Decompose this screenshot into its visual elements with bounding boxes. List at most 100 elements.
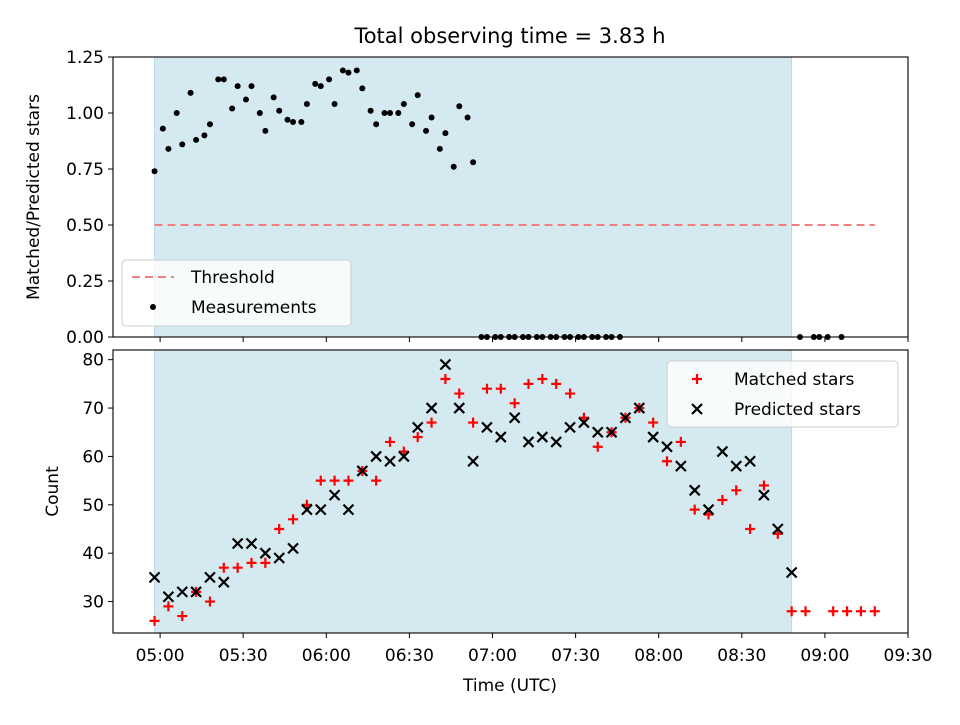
predicted-star-point (702, 503, 715, 516)
matched-star-point (329, 475, 340, 486)
bottom-x-tick-label: 09:30 (884, 646, 933, 666)
matched-star-point (274, 523, 285, 534)
predicted-star-point (481, 421, 493, 434)
matched-star-point (315, 475, 326, 486)
bottom-x-tick-label: 06:30 (385, 646, 434, 666)
matched-star-point (842, 606, 853, 617)
predicted-star-point (508, 411, 521, 424)
measurement-point (206, 121, 213, 128)
matched-star-point (426, 417, 437, 428)
bottom-x-tick-label: 05:00 (136, 646, 185, 666)
measurement-point (262, 127, 269, 134)
bottom-x-tick-label: 08:30 (717, 646, 766, 666)
predicted-star-point (647, 431, 659, 443)
predicted-star-point (467, 455, 479, 468)
top-legend: Threshold Measurements (121, 259, 352, 327)
matched-star-point (232, 562, 243, 573)
measurement-point (317, 83, 324, 90)
predicted-star-point (425, 402, 438, 414)
bottom-y-tick-label: 60 (82, 447, 104, 467)
predicted-star-point (162, 590, 175, 603)
predicted-star-point (231, 537, 244, 550)
predicted-star-point (688, 484, 701, 497)
matched-star-point (177, 611, 188, 622)
top-y-tick-label: 0.50 (66, 216, 104, 236)
predicted-star-point (314, 503, 327, 516)
measurement-point (220, 76, 227, 83)
bottom-x-tick-label: 07:30 (551, 646, 600, 666)
matched-star-point (800, 606, 811, 617)
bottom-panel: 30 40 50 60 70 80 05:00 05:30 06:00 06:30 07:00 07:… (43, 349, 933, 666)
measurement-point (428, 114, 435, 121)
matched-star-point (385, 436, 396, 447)
predicted-star-point (245, 537, 258, 550)
measurement-point (270, 94, 277, 101)
predicted-star-point (342, 503, 355, 516)
measurement-point (423, 127, 430, 134)
measurement-point (400, 101, 407, 108)
bottom-legend: Matched stars Predicted stars (666, 360, 899, 428)
measurement-point (179, 141, 186, 148)
matched-star-point (662, 456, 673, 467)
measurement-point (326, 76, 333, 83)
matched-star-point (371, 475, 382, 486)
measurement-point (339, 67, 346, 74)
top-y-tick-label: 0.75 (66, 160, 104, 180)
measurement-point (298, 118, 305, 125)
measurement-point (256, 110, 263, 116)
predicted-star-point (218, 576, 230, 588)
predicted-star-point (328, 489, 341, 501)
predicted-star-point (259, 547, 272, 559)
legend-measurements-swatch (150, 304, 156, 310)
bottom-y-tick-label: 50 (82, 496, 104, 516)
measurement-point (373, 121, 380, 128)
predicted-star-point (495, 431, 507, 443)
matched-star-point (163, 601, 174, 612)
matched-star-point (675, 436, 686, 447)
measurement-point (151, 168, 158, 175)
legend-predicted-swatch (691, 403, 703, 415)
matched-star-point (786, 606, 797, 617)
predicted-star-point (398, 450, 410, 463)
predicted-star-point (287, 542, 299, 555)
matched-star-point (260, 557, 271, 568)
bottom-x-tick-label: 07:00 (468, 646, 517, 666)
predicted-star-point (536, 431, 549, 443)
legend-matched-label: Matched stars (734, 370, 854, 390)
legend-matched-swatch (692, 374, 702, 384)
top-y-tick-label: 0.25 (66, 272, 104, 292)
measurement-point (234, 83, 241, 90)
predicted-star-point (176, 586, 189, 598)
measurement-point (381, 110, 388, 116)
matched-star-point (218, 562, 229, 573)
predicted-star-point (730, 460, 743, 472)
measurement-point (229, 105, 236, 112)
predicted-star-point (633, 402, 646, 414)
bottom-x-tick-label: 05:30 (219, 646, 268, 666)
bottom-y-axis-label: Count (43, 466, 63, 517)
legend-measurements-label: Measurements (191, 298, 317, 318)
measurement-point (312, 80, 319, 87)
measurement-point (409, 121, 416, 128)
measurement-point (345, 69, 352, 76)
measurement-point (414, 92, 421, 99)
measurement-point (456, 103, 463, 110)
measurement-point (464, 114, 471, 121)
matched-star-point (412, 432, 423, 443)
measurement-point (173, 110, 180, 116)
matched-star-point (204, 596, 215, 607)
predicted-star-point (661, 440, 673, 453)
measurement-point (165, 145, 172, 152)
predicted-star-point (605, 426, 618, 439)
predicted-star-point (411, 421, 424, 434)
bottom-y-tick-label: 30 (82, 593, 104, 613)
matched-star-point (869, 606, 880, 617)
measurement-point (242, 96, 249, 103)
matched-star-point (828, 606, 839, 617)
measurement-point (331, 101, 338, 108)
measurement-point (187, 89, 194, 96)
matched-star-point (689, 504, 700, 515)
matched-star-point (288, 514, 299, 525)
matched-star-point (509, 398, 520, 409)
